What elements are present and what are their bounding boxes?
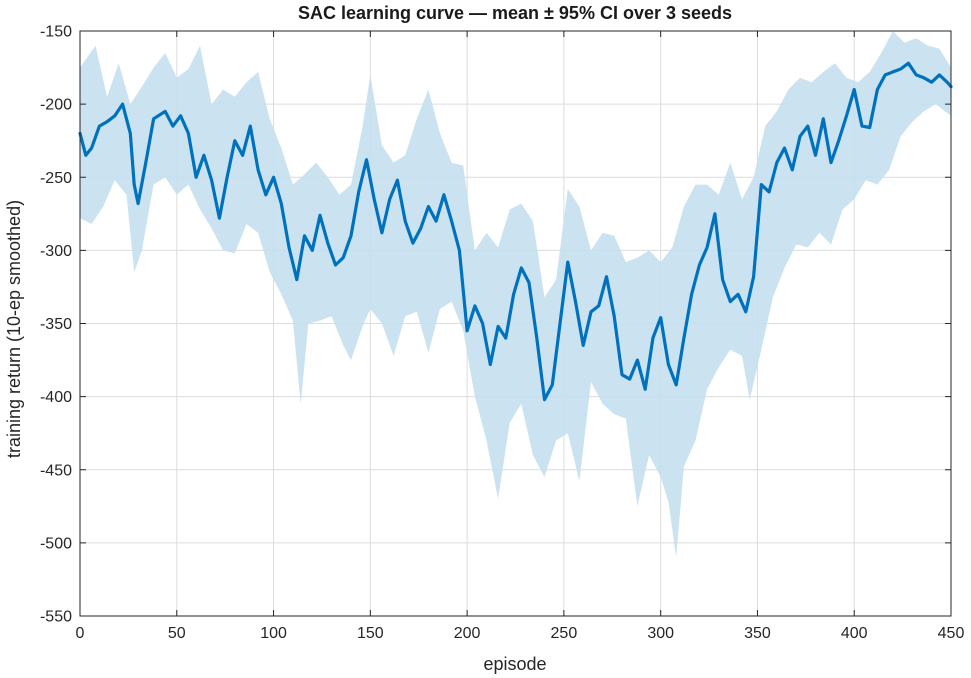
x-tick-label: 100	[260, 625, 287, 642]
x-axis-label: episode	[483, 654, 546, 674]
y-tick-label: -450	[40, 462, 72, 479]
y-tick-label: -250	[40, 170, 72, 187]
y-tick-label: -400	[40, 389, 72, 406]
x-tick-label: 150	[357, 625, 384, 642]
x-tick-label: 400	[841, 625, 868, 642]
y-tick-label: -300	[40, 243, 72, 260]
x-tick-label: 0	[76, 625, 85, 642]
y-tick-label: -500	[40, 535, 72, 552]
x-tick-label: 450	[938, 625, 965, 642]
chart-title: SAC learning curve — mean ± 95% CI over …	[298, 3, 732, 23]
x-tick-label: 350	[744, 625, 771, 642]
y-tick-label: -350	[40, 316, 72, 333]
x-tick-labels: 0 50 100 150 200 250 300 350 400 450	[76, 625, 965, 642]
mean-return-line	[78, 61, 953, 402]
y-tick-label: -200	[40, 97, 72, 114]
y-tick-label: -550	[40, 609, 72, 626]
x-tick-label: 300	[647, 625, 674, 642]
x-tick-label: 50	[168, 625, 186, 642]
axis-ticks	[79, 30, 952, 617]
y-axis-label: training return (10-ep smoothed)	[4, 200, 24, 458]
x-tick-label: 200	[454, 625, 481, 642]
y-tick-label: -150	[40, 24, 72, 41]
confidence-interval-band	[80, 31, 951, 558]
y-tick-labels: -550 -500 -450 -400 -350 -300 -250 -200 -150	[40, 24, 72, 626]
x-tick-label: 250	[551, 625, 578, 642]
